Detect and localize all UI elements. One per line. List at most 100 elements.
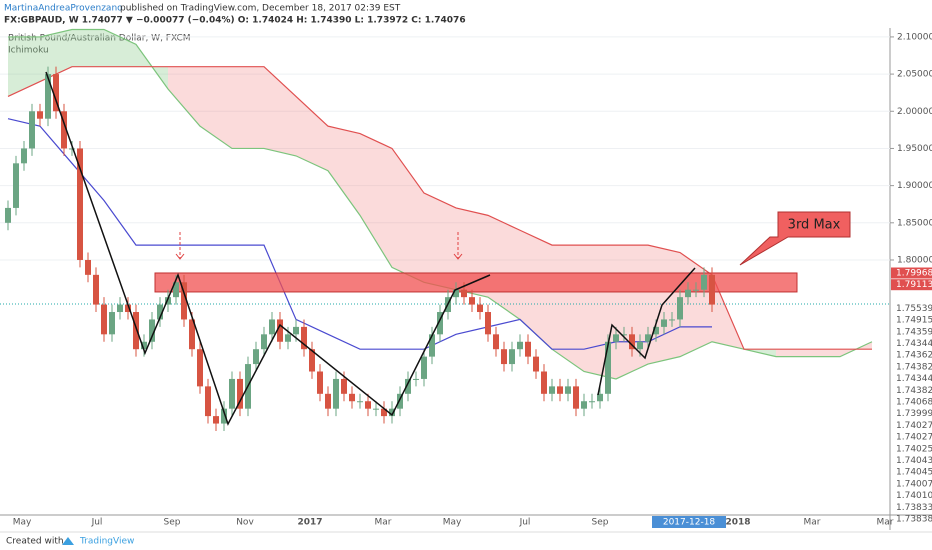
zigzag (597, 267, 696, 396)
candle-body (213, 416, 219, 424)
candle-body (453, 289, 459, 298)
y-tick-label: 1.95000 (897, 144, 932, 154)
cloud-segment (776, 349, 808, 357)
candle-body (221, 408, 227, 424)
candle-body (341, 378, 347, 394)
cloud-segment (648, 245, 680, 365)
candle-body (549, 386, 555, 394)
x-tick-label: May (13, 518, 32, 528)
candle-body (173, 282, 179, 298)
candle-body (157, 304, 163, 320)
candle-body (661, 319, 667, 327)
ichimoku-line (7, 66, 872, 350)
candle-body (261, 334, 267, 350)
candle-body (189, 319, 195, 350)
price-label: 1.73999 (896, 409, 932, 419)
x-tick-label: Sep (592, 518, 609, 528)
candle-body (5, 207, 11, 223)
candle-body (133, 312, 139, 350)
candle-body (693, 289, 699, 291)
candle-body (93, 274, 99, 305)
callout-text: 3rd Max (788, 218, 841, 233)
arrow-head (175, 253, 185, 260)
candle-body (237, 378, 243, 409)
cloud-segment (424, 193, 456, 290)
candle-body (493, 334, 499, 350)
candle-body (357, 401, 363, 403)
candle-body (525, 341, 531, 357)
cloud-segment (200, 66, 232, 149)
candle-body (557, 386, 563, 394)
candle-body (605, 341, 611, 394)
price-label: 1.74007 (896, 479, 932, 489)
candle-body (149, 319, 155, 342)
cloud-segment (392, 148, 424, 283)
candle-body (85, 259, 91, 275)
candle-body (69, 148, 75, 150)
price-label: 1.74068 (896, 398, 932, 408)
candle-body (309, 349, 315, 372)
ichimoku-line (7, 118, 712, 350)
candle-body (565, 386, 571, 394)
x-tick-label: Mar (375, 518, 392, 528)
price-label: 1.74359 (896, 327, 932, 337)
cloud-segment (104, 29, 136, 67)
symbol-title: British Pound/Australian Dollar, W, FXCM (8, 34, 191, 44)
x-tick-label: 2017-12-18 (663, 518, 716, 528)
candle-body (669, 319, 675, 321)
y-tick-label: 2.05000 (897, 70, 932, 80)
price-label: 1.74045 (896, 468, 932, 478)
price-label: 1.74010 (896, 491, 932, 501)
price-label: 1.74027 (896, 433, 932, 443)
cloud-segment (232, 66, 264, 149)
candle-body (645, 334, 651, 342)
cloud-segment (168, 66, 200, 127)
x-tick-label: Jul (91, 518, 103, 528)
candle-body (429, 334, 435, 357)
cloud-segment (616, 245, 648, 379)
candle-body (301, 326, 307, 350)
price-label: 1.74344 (896, 339, 932, 349)
price-label: 1.79113 (896, 280, 932, 290)
candle-body (277, 319, 283, 342)
candle-body (709, 274, 715, 305)
x-tick-label: 2017 (297, 518, 322, 528)
candle-body (53, 74, 59, 112)
candle-body (197, 349, 203, 387)
x-tick-label: Mar (804, 518, 821, 528)
candle-body (485, 312, 491, 335)
y-tick-label: 2.10000 (897, 32, 932, 42)
candle-body (165, 297, 171, 305)
candle-body (685, 289, 691, 298)
price-label: 1.73833 (896, 503, 932, 513)
cloud-segment (328, 126, 360, 216)
candle-body (381, 408, 387, 417)
zigzag (45, 71, 491, 426)
candle-body (253, 349, 259, 365)
candle-body (541, 371, 547, 394)
price-label: 1.74043 (896, 456, 932, 466)
logo (62, 537, 74, 545)
candle-body (589, 401, 595, 403)
footer-brand: TradingView (79, 537, 134, 547)
quote: FX:GBPAUD, W 1.74077 ▼ −0.00077 (−0.04%)… (4, 16, 466, 26)
candle-body (37, 111, 43, 119)
candle-body (405, 378, 411, 394)
x-axis-labels: May Jul Sep Nov 2017 Mar May Jul Sep 201… (13, 516, 894, 528)
candle-body (461, 289, 467, 298)
price-label: 1.75539 (896, 304, 932, 314)
candle-body (597, 393, 603, 402)
candle-body (701, 274, 707, 290)
cloud-segment (296, 96, 328, 171)
price-label-bg (891, 279, 932, 291)
candle-body (629, 334, 635, 350)
candle-body (77, 148, 83, 260)
price-label: 1.74344 (896, 374, 932, 384)
candle-body (365, 401, 371, 409)
cloud-segment (488, 215, 520, 320)
callout (739, 211, 851, 266)
candle-body (349, 393, 355, 402)
candle-body (117, 304, 123, 313)
